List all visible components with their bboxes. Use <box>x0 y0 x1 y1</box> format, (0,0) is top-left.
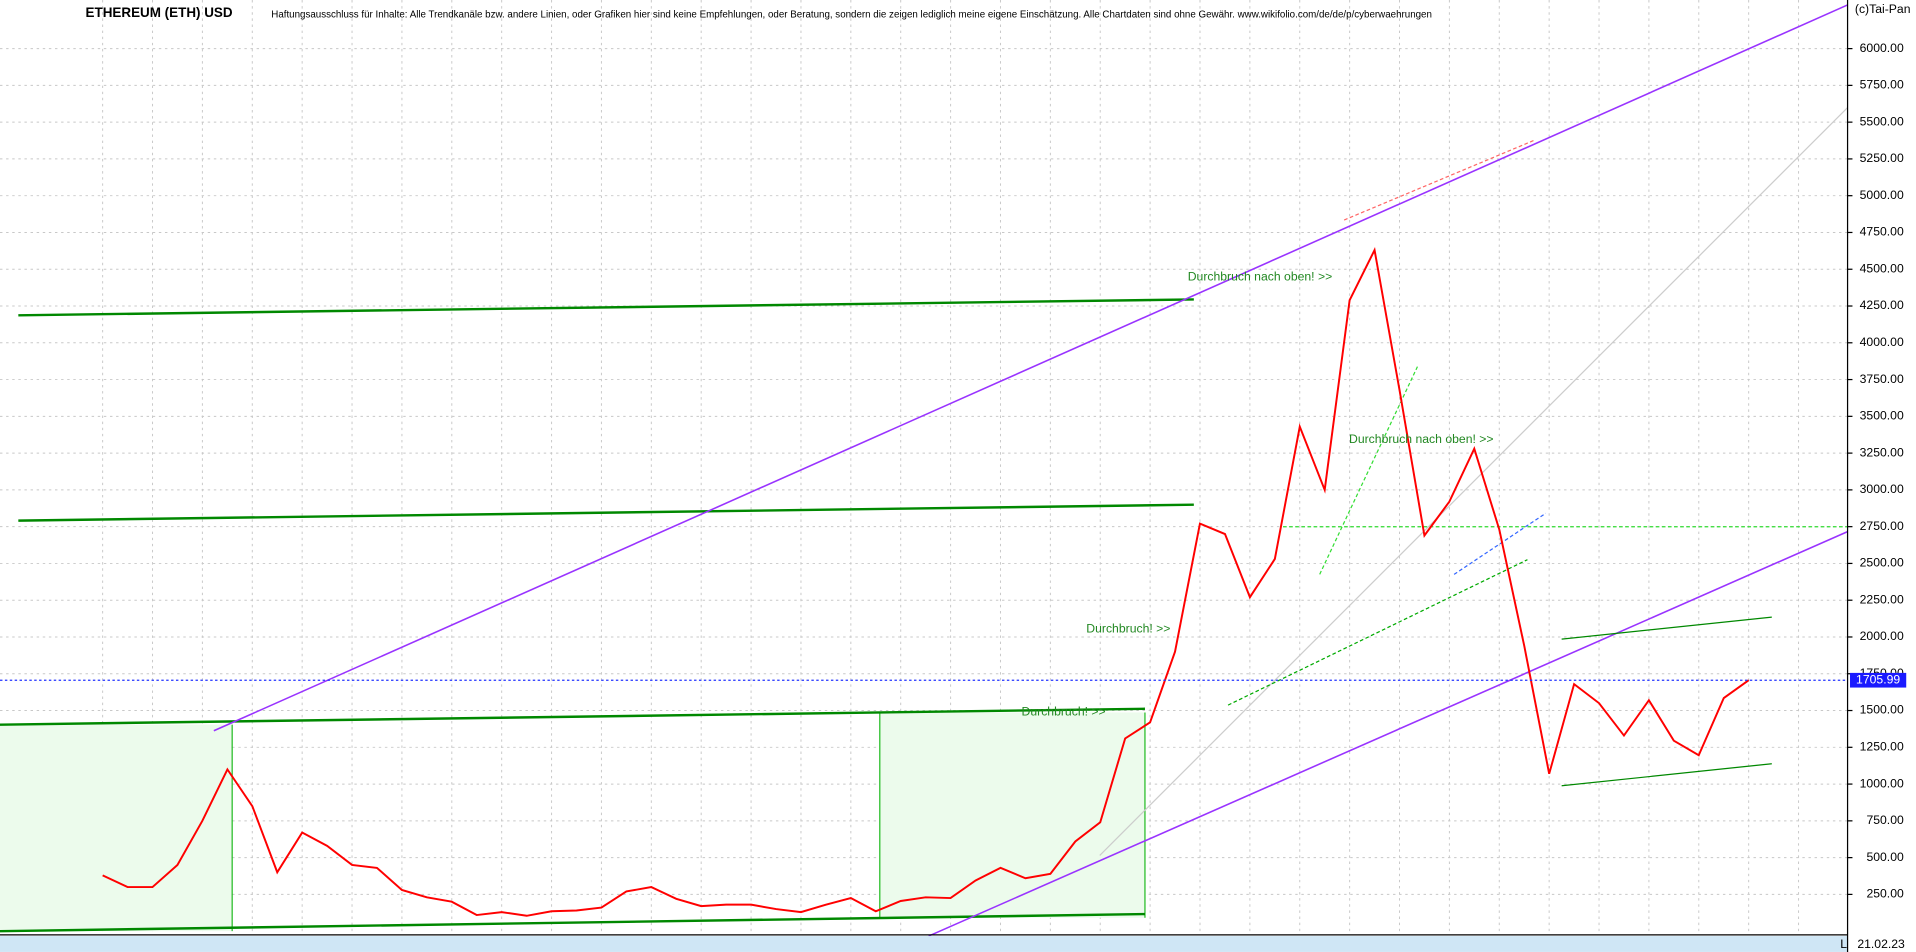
y-tick-label: 3750.00 <box>1860 372 1904 386</box>
trendline <box>213 4 1848 732</box>
trendline <box>1561 616 1772 640</box>
y-tick-label: 5500.00 <box>1860 114 1904 128</box>
zone <box>879 712 1145 918</box>
y-tick-label: 6000.00 <box>1860 41 1904 55</box>
annotation: Durchbruch nach oben! >> <box>1188 270 1333 284</box>
y-tick-label: 2000.00 <box>1860 629 1904 643</box>
trendline <box>0 707 1145 726</box>
x-axis-band <box>0 936 1848 952</box>
plot: 1705.99 Durchbruch nach oben! >> Durchbruc… <box>0 246 1907 917</box>
y-tick-label: 1000.00 <box>1860 776 1904 790</box>
trend-drawings <box>0 4 1849 937</box>
y-tick-label: 1250.00 <box>1860 740 1904 754</box>
y-tick-label: 2500.00 <box>1860 556 1904 570</box>
y-tick-label: 3000.00 <box>1860 482 1904 496</box>
y-tick-label: 500.00 <box>1866 850 1904 864</box>
date-label: 21.02.23 <box>1857 937 1905 951</box>
trendline <box>1561 763 1772 787</box>
zone <box>0 724 233 932</box>
current-price-label: 1705.99 <box>1856 672 1900 686</box>
trendline <box>1453 512 1547 575</box>
y-tick-label: 5000.00 <box>1860 188 1904 202</box>
y-tick-label: 4500.00 <box>1860 261 1904 275</box>
current-price-box <box>1850 672 1907 688</box>
y-tick-label: 5250.00 <box>1860 151 1904 165</box>
y-tick-label: 2250.00 <box>1860 592 1904 606</box>
y-tick-label: 750.00 <box>1866 813 1904 827</box>
trendline <box>18 503 1194 522</box>
y-tick-label: 1500.00 <box>1860 703 1904 717</box>
price-line <box>102 246 1750 917</box>
source: (c)Tai-Pan <box>1855 2 1911 16</box>
annotation: Durchbruch! >> <box>1022 705 1106 719</box>
y-tick-label: 250.00 <box>1866 887 1904 901</box>
y-tick-label: 4000.00 <box>1860 335 1904 349</box>
trendline <box>0 912 1145 933</box>
y-tick-label: 2750.00 <box>1860 519 1904 533</box>
trendline <box>1343 140 1534 221</box>
trendline <box>1227 559 1528 706</box>
annotation: Durchbruch nach oben! >> <box>1349 432 1494 446</box>
y-tick-label: 4250.00 <box>1860 298 1904 312</box>
y-tick-label: 5750.00 <box>1860 78 1904 92</box>
chart-title: ETHEREUM (ETH) USD <box>86 5 233 20</box>
scale-label: L <box>1840 937 1847 951</box>
annotation: Durchbruch! >> <box>1086 622 1170 636</box>
trendline <box>1099 107 1849 856</box>
y-tick-label: 3500.00 <box>1860 409 1904 423</box>
trendline <box>928 530 1848 937</box>
disclaimer: Haftungsausschluss für Inhalte: Alle Tre… <box>271 9 1432 20</box>
y-tick-label: 3250.00 <box>1860 445 1904 459</box>
y-tick-label: 4750.00 <box>1860 225 1904 239</box>
trendline <box>18 298 1194 317</box>
